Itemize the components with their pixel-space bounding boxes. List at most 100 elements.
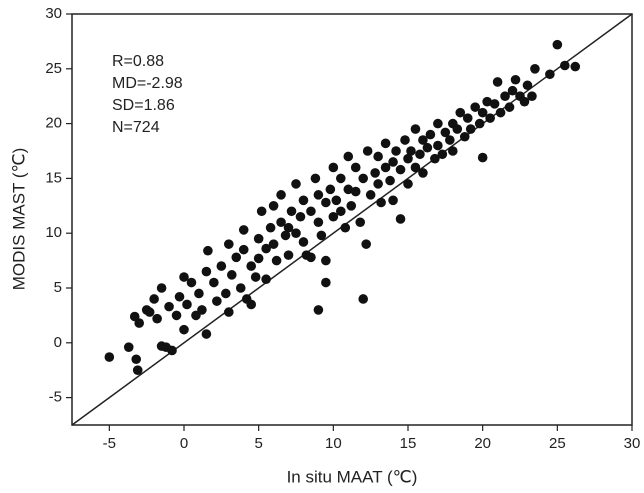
point [358,294,369,304]
point [465,124,476,134]
point [283,222,294,233]
point [430,153,440,164]
x-tick-label: 0 [180,435,188,452]
point [298,195,309,206]
y-tick-label: 30 [45,5,62,22]
point [433,140,443,151]
point [203,245,213,256]
point [221,288,231,299]
point [358,173,369,184]
point [246,261,256,271]
point [261,274,271,285]
point [286,206,297,217]
x-tick-label: 20 [474,435,491,452]
point [519,96,530,107]
point [316,230,327,241]
point [306,252,316,263]
point [152,313,162,324]
point [500,91,510,101]
point [201,266,212,277]
point [306,206,316,217]
point [134,318,144,328]
point [186,277,197,288]
point [445,135,455,145]
point [336,206,346,217]
x-tick-label: 10 [325,435,342,452]
point [474,118,485,129]
point [522,80,533,91]
stat-annotation: SD=1.86 [112,97,175,114]
point [406,146,416,156]
y-tick-label: 15 [45,169,62,186]
point [268,239,279,249]
point [280,230,291,241]
point [403,153,413,164]
point [418,135,428,145]
point [132,365,143,376]
point [328,162,339,173]
point [321,197,331,208]
x-axis-label: In situ MAAT (℃) [287,467,418,486]
point [212,296,222,306]
point [376,197,386,208]
point [495,107,506,118]
point [226,270,237,280]
y-tick-label: 20 [45,115,62,132]
point [385,175,395,186]
x-tick-label: -5 [103,435,116,452]
point [343,184,354,195]
point [328,211,339,222]
point [482,96,492,107]
point [350,162,361,173]
point [455,107,466,118]
point [231,252,242,263]
point [256,206,267,217]
point [422,142,433,153]
point [425,129,436,140]
point [313,305,324,315]
point [224,307,234,317]
stat-annotation: R=0.88 [112,53,164,70]
y-tick-label: 5 [54,279,62,296]
point [174,291,185,302]
point [440,127,451,138]
point [545,69,555,80]
x-tick-label: 5 [254,435,262,452]
point [201,329,212,339]
x-tick-label: 25 [549,435,566,452]
point [510,74,521,85]
point [144,307,155,317]
point [209,277,219,288]
point [310,173,321,184]
point [197,305,207,315]
point [238,244,249,255]
point [459,131,470,142]
point [156,283,167,293]
point [470,102,481,112]
y-tick-label: 10 [45,224,62,241]
point [395,164,406,175]
y-tick-label: -5 [49,389,62,406]
y-axis-label: MODIS MAST (℃) [9,148,28,291]
point [182,299,192,310]
point [325,184,336,195]
point [415,149,425,160]
point [361,239,371,249]
point [343,151,354,162]
point [250,272,261,282]
point [530,64,540,74]
point [283,250,294,260]
point [340,222,351,233]
point [194,288,204,299]
point [452,124,463,134]
point [400,135,410,145]
point [276,217,286,228]
point [321,255,331,266]
point [362,146,373,156]
point [313,190,324,200]
point [373,151,383,162]
point [167,345,177,356]
point [261,243,271,254]
